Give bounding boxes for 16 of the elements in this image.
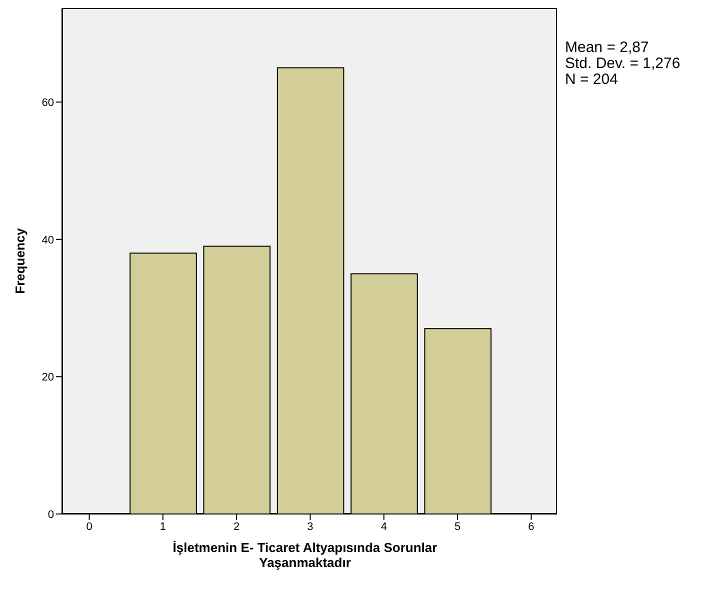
x-tick-label: 1 xyxy=(160,520,166,533)
x-tick-label: 0 xyxy=(86,520,92,533)
text: Mean = 2,87 xyxy=(565,39,650,56)
text: N = 204 xyxy=(565,71,619,88)
text: Std. Dev. = 1,276 xyxy=(565,55,680,72)
x-tick-label: 5 xyxy=(454,520,461,533)
y-tick-label: 60 xyxy=(42,96,54,109)
y-tick-label: 0 xyxy=(48,508,54,521)
y-tick-label: 20 xyxy=(42,372,54,384)
y-axis-title: Frequency xyxy=(12,228,28,294)
x-axis-title: İşletmenin E- Ticaret Altyapısında Sorunlar Yaşanmaktadır xyxy=(172,540,438,570)
x-tick-label: 3 xyxy=(307,520,314,533)
x-tick-label: 2 xyxy=(234,520,240,533)
y-tick-label: 40 xyxy=(42,234,54,246)
x-tick-label: 6 xyxy=(528,520,534,533)
x-tick-label: 4 xyxy=(380,520,387,533)
